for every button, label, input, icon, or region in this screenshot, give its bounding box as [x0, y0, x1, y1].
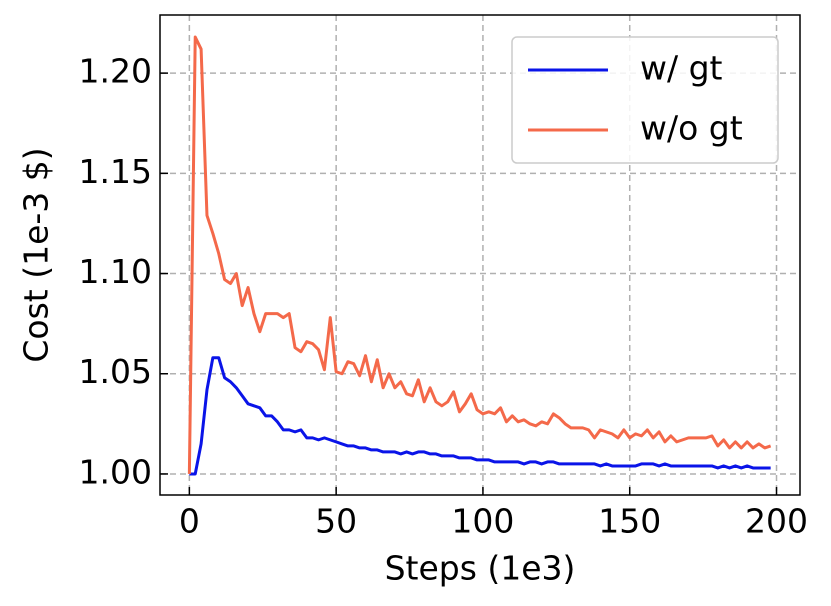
x-tick-label: 200: [745, 502, 808, 541]
y-tick-label: 1.00: [79, 452, 152, 491]
x-tick-label: 0: [179, 502, 200, 541]
x-tick-label: 150: [598, 502, 661, 541]
y-tick-label: 1.05: [79, 352, 152, 391]
y-tick-label: 1.10: [79, 252, 152, 291]
y-tick-label: 1.15: [79, 152, 152, 191]
legend-label: w/ gt: [640, 49, 723, 88]
x-tick-label: 100: [451, 502, 514, 541]
x-tick-label: 50: [315, 502, 357, 541]
series-line: [189, 356, 771, 476]
legend-label: w/o gt: [640, 109, 743, 148]
series-line: [187, 35, 772, 474]
y-tick-label: 1.20: [79, 52, 152, 91]
plot-frame: [159, 14, 801, 496]
y-axis-label: Cost (1e-3 $): [17, 147, 56, 362]
x-axis-label: Steps (1e3): [385, 549, 576, 588]
